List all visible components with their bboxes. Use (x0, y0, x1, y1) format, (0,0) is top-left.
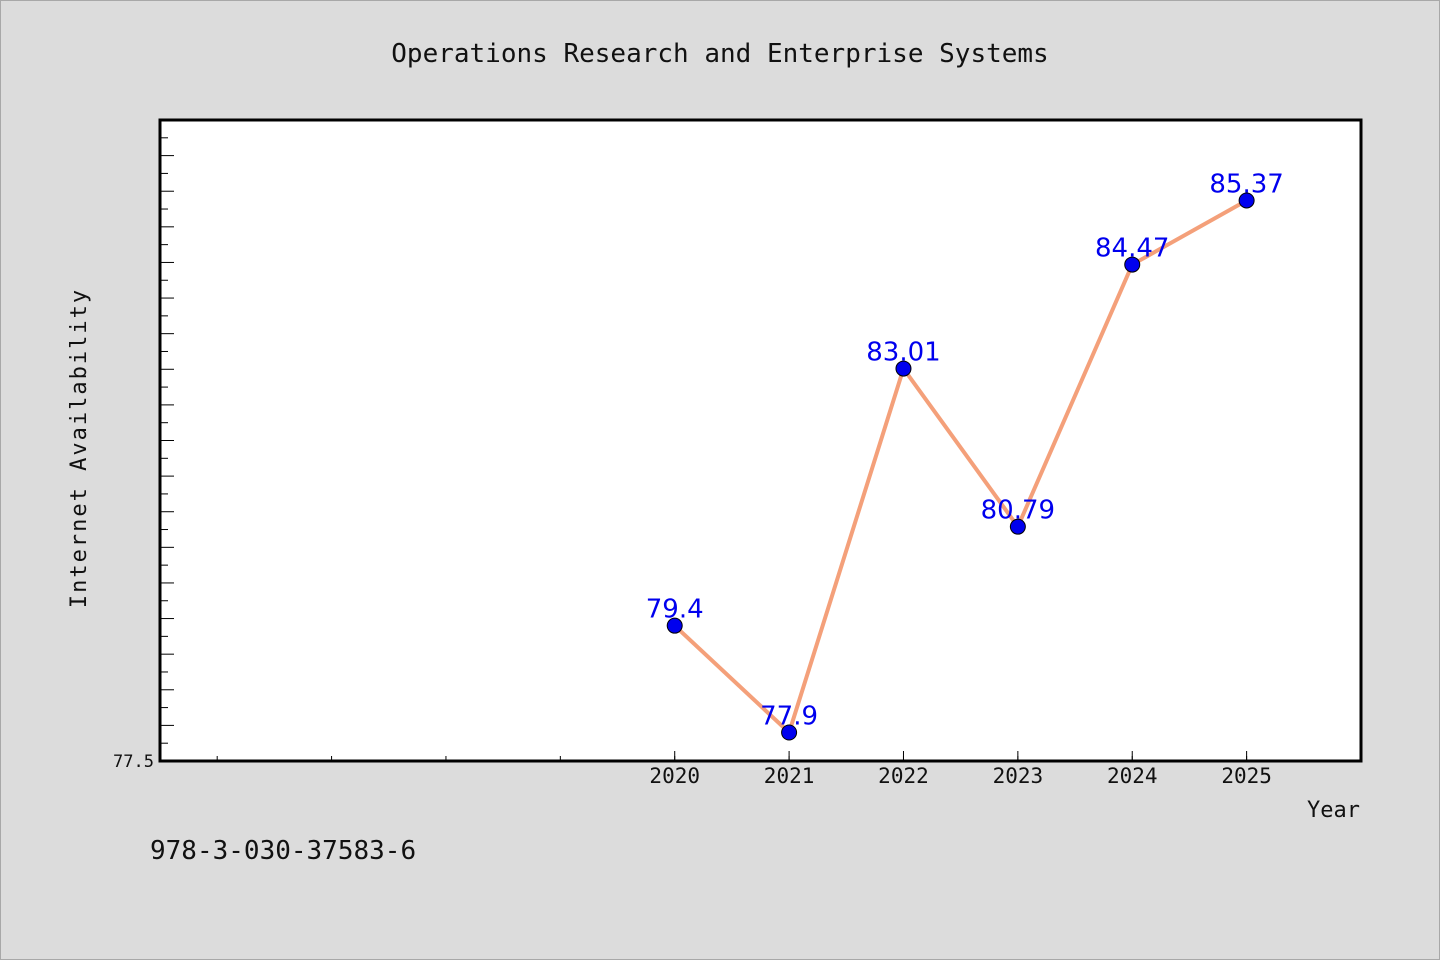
x-axis-label: Year (1307, 798, 1360, 823)
data-label: 80.79 (981, 496, 1055, 526)
data-label: 83.01 (866, 338, 940, 368)
y-axis-label: Internet Availability (67, 288, 92, 608)
data-point (895, 360, 912, 377)
data-point (781, 724, 798, 741)
data-label: 85.37 (1209, 169, 1283, 199)
x-tick-label: 2020 (649, 764, 700, 788)
y-tick-label: 77.5 (113, 752, 154, 772)
data-point (1238, 192, 1255, 209)
data-point (666, 617, 683, 634)
data-label: 84.47 (1095, 234, 1169, 264)
x-axis-ticks: 2020 2021 2022 2023 2024 2025 (216, 751, 1362, 788)
data-point (1124, 256, 1141, 273)
series-line (673, 198, 1248, 735)
data-label: 79.4 (646, 595, 704, 625)
chart-title: Operations Research and Enterprise Syste… (391, 39, 1048, 69)
series-group: 79.4 77.9 83.01 80.79 84.47 85.37 (646, 169, 1284, 741)
x-tick-label: 2024 (1107, 764, 1158, 788)
x-tick-label: 2022 (878, 764, 929, 788)
x-tick-label: 2025 (1221, 764, 1272, 788)
y-axis-ticks: 77.5 (113, 119, 174, 772)
data-point (1009, 518, 1026, 535)
x-tick-label: 2021 (764, 764, 815, 788)
plot-area (158, 118, 1363, 763)
x-tick-label: 2023 (993, 764, 1044, 788)
data-label: 77.9 (760, 702, 818, 732)
isbn-footer: 978-3-030-37583-6 (150, 836, 417, 866)
